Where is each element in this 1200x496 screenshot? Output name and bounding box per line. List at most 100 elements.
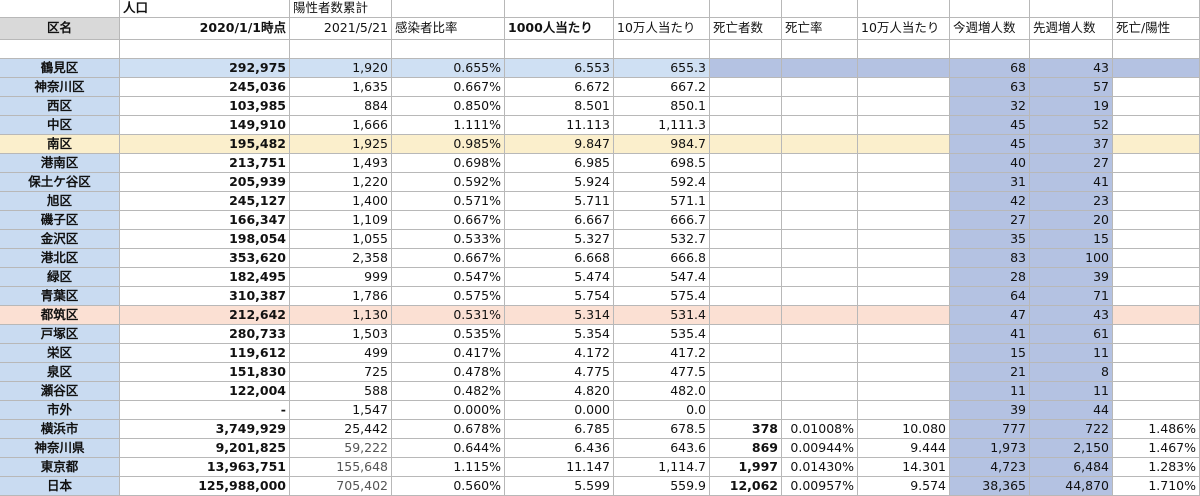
cell-deathper100k[interactable] — [858, 211, 950, 230]
cell-ratio[interactable]: 0.482% — [392, 382, 505, 401]
cell-pop[interactable]: 103,985 — [120, 97, 290, 116]
cell-pop[interactable]: 212,642 — [120, 306, 290, 325]
cell-deaths[interactable]: 1,997 — [710, 458, 782, 477]
cell-thisweek[interactable]: 4,723 — [950, 458, 1030, 477]
cell-per100k[interactable]: 477.5 — [614, 363, 710, 382]
cell-name[interactable]: 港北区 — [0, 249, 120, 268]
header-top-ratio[interactable] — [392, 0, 505, 18]
cell-per100k[interactable]: 666.7 — [614, 211, 710, 230]
cell-pop[interactable]: 122,004 — [120, 382, 290, 401]
cell-thisweek[interactable]: 32 — [950, 97, 1030, 116]
cell-ratio[interactable]: 0.571% — [392, 192, 505, 211]
cell-deaths[interactable] — [710, 135, 782, 154]
cell-deathpos[interactable] — [1113, 401, 1200, 420]
cell-deathper100k[interactable] — [858, 59, 950, 78]
cell-deathpos[interactable] — [1113, 59, 1200, 78]
cell-pop[interactable]: 280,733 — [120, 325, 290, 344]
cell-deaths[interactable] — [710, 287, 782, 306]
header-name[interactable]: 区名 — [0, 18, 120, 40]
cell-per100k[interactable]: 655.3 — [614, 59, 710, 78]
cell-deathrate[interactable] — [782, 154, 858, 173]
cell-deathrate[interactable] — [782, 325, 858, 344]
cell-pop[interactable]: 151,830 — [120, 363, 290, 382]
header-deathper100k[interactable]: 10万人当たり — [858, 18, 950, 40]
cell-name[interactable]: 鶴見区 — [0, 59, 120, 78]
cell-deaths[interactable] — [710, 249, 782, 268]
header-thisweek[interactable]: 今週増人数 — [950, 18, 1030, 40]
cell-name[interactable]: 青葉区 — [0, 287, 120, 306]
cell-thisweek[interactable]: 47 — [950, 306, 1030, 325]
cell-pos[interactable]: 1,493 — [290, 154, 392, 173]
cell-name[interactable]: 日本 — [0, 477, 120, 496]
cell-deathper100k[interactable] — [858, 306, 950, 325]
cell-thisweek[interactable]: 40 — [950, 154, 1030, 173]
header-top-per1000[interactable] — [505, 0, 614, 18]
cell-per1000[interactable]: 6.436 — [505, 439, 614, 458]
cell-pos[interactable]: 155,648 — [290, 458, 392, 477]
cell-deaths[interactable] — [710, 363, 782, 382]
cell-per1000[interactable]: 11.147 — [505, 458, 614, 477]
cell-ratio[interactable]: 0.535% — [392, 325, 505, 344]
cell-thisweek[interactable]: 27 — [950, 211, 1030, 230]
cell-pop[interactable]: 166,347 — [120, 211, 290, 230]
cell-deathper100k[interactable]: 9.574 — [858, 477, 950, 496]
header-top-deathpos[interactable] — [1113, 0, 1200, 18]
empty-cell[interactable] — [120, 40, 290, 59]
cell-ratio[interactable]: 0.667% — [392, 211, 505, 230]
cell-per100k[interactable]: 547.4 — [614, 268, 710, 287]
cell-deathrate[interactable] — [782, 401, 858, 420]
cell-name[interactable]: 神奈川区 — [0, 78, 120, 97]
cell-name[interactable]: 横浜市 — [0, 420, 120, 439]
cell-deathrate[interactable] — [782, 116, 858, 135]
cell-per100k[interactable]: 532.7 — [614, 230, 710, 249]
cell-pop[interactable]: 292,975 — [120, 59, 290, 78]
cell-per100k[interactable]: 592.4 — [614, 173, 710, 192]
cell-thisweek[interactable]: 83 — [950, 249, 1030, 268]
cell-per1000[interactable]: 5.314 — [505, 306, 614, 325]
cell-per1000[interactable]: 6.785 — [505, 420, 614, 439]
cell-lastweek[interactable]: 722 — [1030, 420, 1113, 439]
cell-name[interactable]: 旭区 — [0, 192, 120, 211]
cell-per1000[interactable]: 8.501 — [505, 97, 614, 116]
cell-per100k[interactable]: 535.4 — [614, 325, 710, 344]
cell-deathper100k[interactable] — [858, 401, 950, 420]
cell-deaths[interactable]: 869 — [710, 439, 782, 458]
cell-deathrate[interactable] — [782, 344, 858, 363]
cell-per100k[interactable]: 984.7 — [614, 135, 710, 154]
cell-ratio[interactable]: 0.417% — [392, 344, 505, 363]
header-top-deaths[interactable] — [710, 0, 782, 18]
cell-deaths[interactable] — [710, 211, 782, 230]
cell-per1000[interactable]: 9.847 — [505, 135, 614, 154]
cell-deathper100k[interactable] — [858, 173, 950, 192]
empty-cell[interactable] — [290, 40, 392, 59]
cell-name[interactable]: 緑区 — [0, 268, 120, 287]
cell-ratio[interactable]: 0.592% — [392, 173, 505, 192]
cell-per1000[interactable]: 0.000 — [505, 401, 614, 420]
empty-cell[interactable] — [782, 40, 858, 59]
cell-deathpos[interactable]: 1.283% — [1113, 458, 1200, 477]
cell-deathper100k[interactable] — [858, 116, 950, 135]
cell-deathpos[interactable] — [1113, 287, 1200, 306]
header-deathrate[interactable]: 死亡率 — [782, 18, 858, 40]
cell-deathper100k[interactable]: 14.301 — [858, 458, 950, 477]
cell-name[interactable]: 泉区 — [0, 363, 120, 382]
empty-cell[interactable] — [392, 40, 505, 59]
cell-name[interactable]: 中区 — [0, 116, 120, 135]
cell-thisweek[interactable]: 777 — [950, 420, 1030, 439]
cell-per1000[interactable]: 11.113 — [505, 116, 614, 135]
cell-pos[interactable]: 884 — [290, 97, 392, 116]
cell-deathpos[interactable] — [1113, 306, 1200, 325]
cell-name[interactable]: 南区 — [0, 135, 120, 154]
empty-cell[interactable] — [710, 40, 782, 59]
cell-deathper100k[interactable]: 10.080 — [858, 420, 950, 439]
header-per1000[interactable]: 1000人当たり — [505, 18, 614, 40]
cell-lastweek[interactable]: 19 — [1030, 97, 1113, 116]
cell-ratio[interactable]: 0.547% — [392, 268, 505, 287]
cell-lastweek[interactable]: 6,484 — [1030, 458, 1113, 477]
cell-per1000[interactable]: 5.754 — [505, 287, 614, 306]
cell-thisweek[interactable]: 45 — [950, 116, 1030, 135]
cell-lastweek[interactable]: 11 — [1030, 382, 1113, 401]
cell-deathper100k[interactable] — [858, 287, 950, 306]
cell-pos[interactable]: 499 — [290, 344, 392, 363]
cell-ratio[interactable]: 0.850% — [392, 97, 505, 116]
